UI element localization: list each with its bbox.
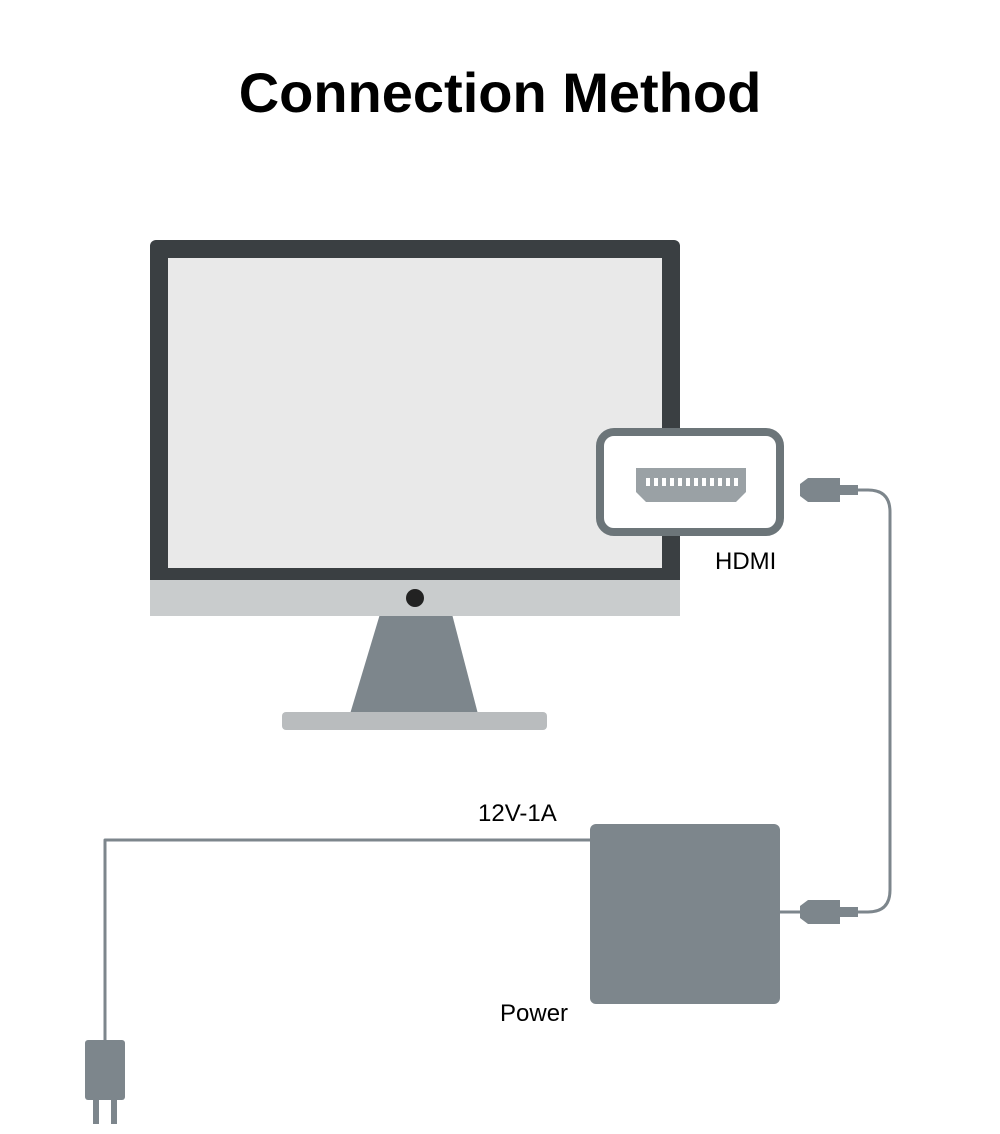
diagram-canvas: Connection Method (0, 0, 1000, 1134)
power-label: Power (500, 1000, 568, 1028)
monitor-base (282, 712, 547, 730)
device-box (590, 824, 780, 1004)
hdmi-cable (780, 490, 890, 912)
hdmi-plug-top-icon (800, 478, 858, 502)
hdmi-connector-icon (636, 468, 746, 502)
monitor-screen (168, 258, 662, 568)
power-plug-icon (85, 1040, 125, 1124)
connection-diagram-svg (0, 0, 1000, 1134)
hdmi-label: HDMI (715, 548, 776, 576)
monitor-stand (350, 614, 478, 714)
hdmi-plug-bottom-icon (800, 900, 858, 924)
monitor-button (406, 589, 424, 607)
power-spec-label: 12V-1A (478, 800, 557, 828)
